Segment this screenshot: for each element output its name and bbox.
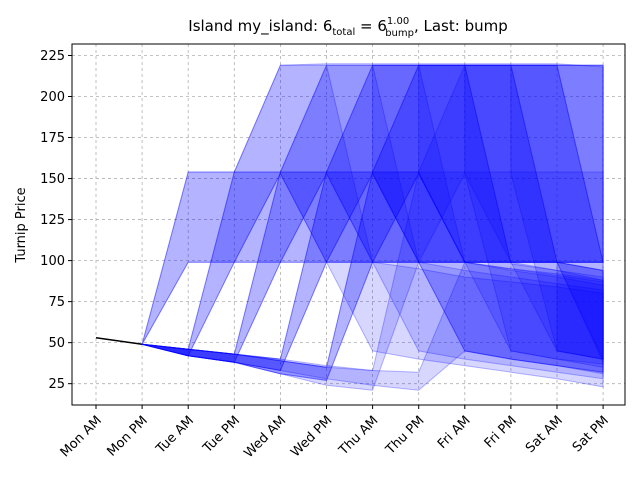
prediction-band [556, 261, 604, 360]
grid-layer [72, 44, 625, 405]
prediction-band [141, 64, 604, 388]
y-tick-label: 125 [40, 213, 65, 228]
prediction-band [464, 64, 604, 360]
prediction-band [141, 64, 604, 372]
prediction-band [418, 64, 604, 360]
prediction-band [141, 171, 604, 345]
prediction-band [141, 64, 604, 381]
known-price-line [95, 336, 143, 346]
chart-title: Island my_island: 6total = 61.00 bump, La… [188, 16, 507, 39]
y-tick-label: 150 [40, 172, 65, 187]
y-tick-label: 200 [40, 90, 65, 105]
y-tick-label: 225 [40, 49, 65, 64]
prediction-band [510, 65, 604, 360]
prediction-band [141, 64, 604, 381]
prediction-band [141, 64, 604, 373]
band-layer [141, 63, 604, 391]
y-tick-label: 25 [48, 377, 65, 392]
prediction-band [141, 64, 604, 363]
y-axis-ticks: 25 50 75 100 125 150 175 200 225 [40, 49, 72, 392]
y-tick-label: 50 [48, 336, 65, 351]
y-tick-label: 175 [40, 131, 65, 146]
y-axis-label: Turnip Price [14, 187, 29, 263]
prediction-band [372, 64, 604, 363]
y-tick-label: 100 [40, 254, 65, 269]
y-tick-label: 75 [48, 295, 65, 310]
prediction-band [141, 261, 604, 391]
prediction-band [141, 64, 604, 380]
line-layer [95, 336, 143, 346]
prediction-band [141, 63, 604, 391]
prediction-band [141, 63, 604, 357]
prediction-band [141, 171, 604, 373]
plot-frame [71, 43, 626, 406]
